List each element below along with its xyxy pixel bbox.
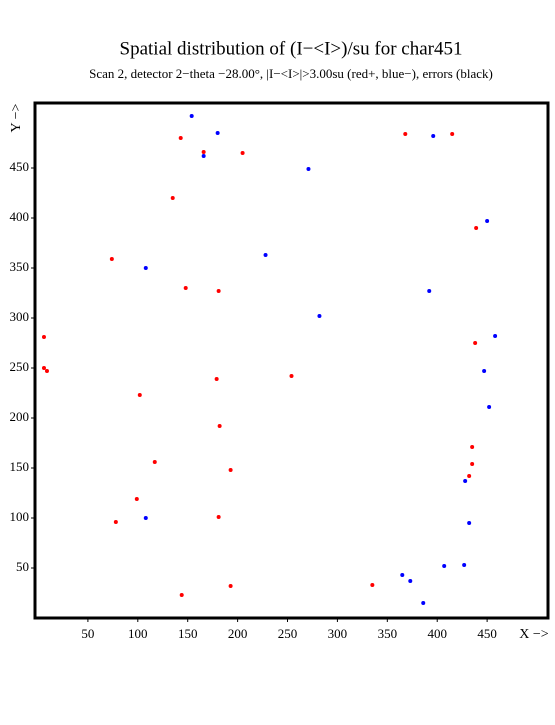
point (470, 445, 475, 449)
point (216, 289, 221, 293)
chart-subtitle: Scan 2, detector 2−theta −28.00°, |I−<I>… (89, 66, 493, 81)
point (408, 579, 413, 583)
point (201, 154, 206, 158)
point (289, 374, 294, 378)
point (370, 583, 375, 587)
x-tick-label: 250 (278, 626, 298, 641)
point (152, 460, 157, 464)
point (470, 462, 475, 466)
point (306, 167, 311, 171)
point (474, 226, 479, 230)
y-axis-label: Y −> (9, 103, 24, 132)
point (215, 131, 220, 135)
point (400, 573, 405, 577)
point (487, 405, 492, 409)
chart-title: Spatial distribution of (I−<I>)/su for c… (120, 38, 463, 59)
y-tick-label: 400 (10, 209, 30, 224)
point (467, 521, 472, 525)
y-tick-label: 200 (10, 409, 30, 424)
point (41, 366, 46, 370)
y-tick-label: 300 (10, 309, 30, 324)
x-tick-label: 100 (128, 626, 148, 641)
point (44, 369, 49, 373)
y-tick-label: 450 (10, 159, 30, 174)
point (143, 516, 148, 520)
point (216, 515, 221, 519)
point (143, 266, 148, 270)
point (183, 286, 188, 290)
point (485, 219, 490, 223)
point (450, 132, 455, 136)
point (179, 593, 184, 597)
y-tick-label: 100 (10, 509, 30, 524)
point (431, 134, 436, 138)
x-tick-label: 350 (378, 626, 398, 641)
x-axis-label: X −> (519, 627, 549, 642)
point (467, 474, 472, 478)
point (170, 196, 175, 200)
point (137, 393, 142, 397)
plot-frame (33, 101, 550, 620)
x-tick-label: 200 (228, 626, 248, 641)
point (317, 314, 322, 318)
point (201, 150, 206, 154)
point (41, 335, 46, 339)
x-tick-label: 50 (81, 626, 94, 641)
x-tick-label: 400 (427, 626, 447, 641)
point (228, 584, 233, 588)
point (263, 253, 268, 257)
y-tick-label: 50 (16, 559, 29, 574)
x-tick-label: 300 (328, 626, 348, 641)
point (462, 563, 467, 567)
point (228, 468, 233, 472)
y-tick-label: 250 (10, 359, 30, 374)
point (189, 114, 194, 118)
y-tick-label: 150 (10, 459, 30, 474)
point (214, 377, 219, 381)
point (493, 334, 498, 338)
point (463, 479, 468, 483)
point (109, 257, 114, 261)
point (113, 520, 118, 524)
point (421, 601, 426, 605)
point (427, 289, 432, 293)
point (473, 341, 478, 345)
y-tick-label: 350 (10, 259, 30, 274)
x-tick-label: 150 (178, 626, 198, 641)
point (217, 424, 222, 428)
point (403, 132, 408, 136)
point (442, 564, 447, 568)
point (240, 151, 245, 155)
point (482, 369, 487, 373)
point (178, 136, 183, 140)
x-tick-label: 450 (477, 626, 497, 641)
point (134, 497, 139, 501)
